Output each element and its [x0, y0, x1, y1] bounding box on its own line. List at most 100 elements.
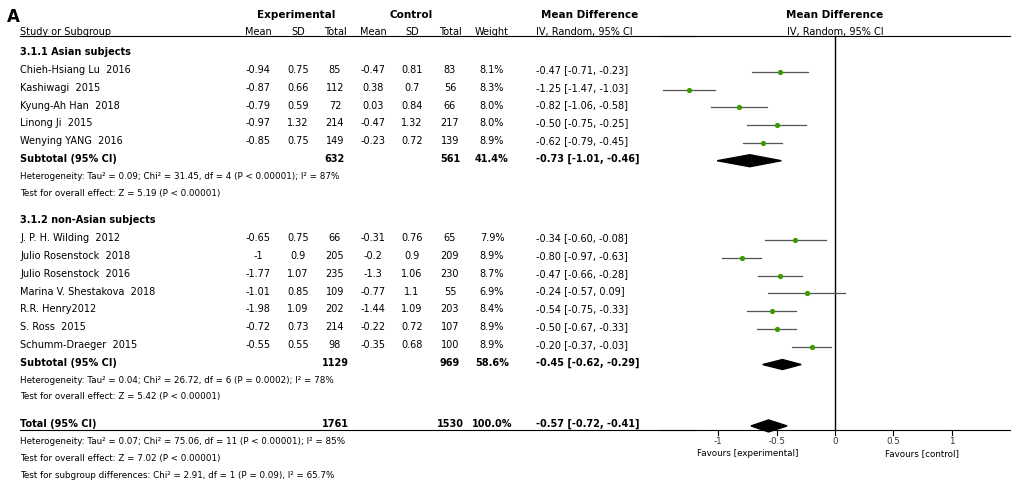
- Text: Mean: Mean: [360, 26, 386, 37]
- Text: -0.77: -0.77: [360, 286, 385, 296]
- Text: 8.9%: 8.9%: [479, 340, 503, 350]
- Text: 58.6%: 58.6%: [475, 358, 508, 368]
- Text: Kyung-Ah Han  2018: Kyung-Ah Han 2018: [20, 101, 119, 111]
- Text: 0.72: 0.72: [400, 136, 423, 146]
- Text: Chieh-Hsiang Lu  2016: Chieh-Hsiang Lu 2016: [20, 65, 130, 75]
- Text: 205: 205: [325, 251, 344, 261]
- Text: 8.1%: 8.1%: [479, 65, 503, 75]
- Text: 0.75: 0.75: [287, 233, 309, 243]
- Text: SD: SD: [290, 26, 305, 37]
- Text: 1530: 1530: [436, 419, 463, 429]
- Text: 0.59: 0.59: [287, 101, 309, 111]
- Text: 0.55: 0.55: [287, 340, 309, 350]
- Text: -1.3: -1.3: [363, 269, 382, 279]
- Text: 0.9: 0.9: [290, 251, 306, 261]
- Text: 7.9%: 7.9%: [479, 233, 503, 243]
- Text: 8.7%: 8.7%: [479, 269, 503, 279]
- Text: -1.25 [-1.47, -1.03]: -1.25 [-1.47, -1.03]: [535, 83, 628, 93]
- Text: -1.98: -1.98: [246, 304, 270, 314]
- Text: 41.4%: 41.4%: [475, 154, 508, 164]
- Text: 0.68: 0.68: [400, 340, 422, 350]
- Text: 1.09: 1.09: [287, 304, 309, 314]
- Text: -0.2: -0.2: [363, 251, 382, 261]
- Text: Test for subgroup differences: Chi² = 2.91, df = 1 (P = 0.09), I² = 65.7%: Test for subgroup differences: Chi² = 2.…: [20, 471, 334, 480]
- Text: -0.54 [-0.75, -0.33]: -0.54 [-0.75, -0.33]: [535, 304, 628, 314]
- Text: 109: 109: [325, 286, 343, 296]
- Text: 1.1: 1.1: [404, 286, 419, 296]
- Text: 8.4%: 8.4%: [479, 304, 503, 314]
- Text: -0.47: -0.47: [360, 65, 385, 75]
- Text: Heterogeneity: Tau² = 0.09; Chi² = 31.45, df = 4 (P < 0.00001); I² = 87%: Heterogeneity: Tau² = 0.09; Chi² = 31.45…: [20, 172, 339, 181]
- Text: Julio Rosenstock  2016: Julio Rosenstock 2016: [20, 269, 130, 279]
- Text: Schumm-Draeger  2015: Schumm-Draeger 2015: [20, 340, 138, 350]
- Text: 969: 969: [439, 358, 460, 368]
- Text: 214: 214: [325, 322, 344, 332]
- Text: -0.35: -0.35: [360, 340, 385, 350]
- Text: Marina V. Shestakova  2018: Marina V. Shestakova 2018: [20, 286, 155, 296]
- Text: -0.87: -0.87: [246, 83, 270, 93]
- Text: 56: 56: [443, 83, 455, 93]
- Text: 1129: 1129: [321, 358, 348, 368]
- Text: -0.22: -0.22: [360, 322, 385, 332]
- Text: Test for overall effect: Z = 5.19 (P < 0.00001): Test for overall effect: Z = 5.19 (P < 0…: [20, 189, 220, 198]
- Text: Total: Total: [438, 26, 461, 37]
- Text: 100: 100: [440, 340, 459, 350]
- Text: 1.06: 1.06: [400, 269, 422, 279]
- Text: 235: 235: [325, 269, 344, 279]
- Text: 66: 66: [443, 101, 455, 111]
- Text: -0.65: -0.65: [246, 233, 270, 243]
- Text: Mean: Mean: [245, 26, 271, 37]
- Text: 0: 0: [832, 437, 837, 446]
- Text: Favours [experimental]: Favours [experimental]: [696, 449, 798, 458]
- Text: -0.72: -0.72: [246, 322, 270, 332]
- Polygon shape: [716, 155, 781, 167]
- Text: -0.62 [-0.79, -0.45]: -0.62 [-0.79, -0.45]: [535, 136, 628, 146]
- Text: 8.9%: 8.9%: [479, 251, 503, 261]
- Text: 8.3%: 8.3%: [479, 83, 503, 93]
- Text: -1.44: -1.44: [360, 304, 385, 314]
- Text: -0.23: -0.23: [360, 136, 385, 146]
- Text: 8.9%: 8.9%: [479, 322, 503, 332]
- Text: 8.0%: 8.0%: [479, 101, 503, 111]
- Text: 8.9%: 8.9%: [479, 136, 503, 146]
- Text: Heterogeneity: Tau² = 0.04; Chi² = 26.72, df = 6 (P = 0.0002); I² = 78%: Heterogeneity: Tau² = 0.04; Chi² = 26.72…: [20, 376, 333, 385]
- Text: -0.47: -0.47: [360, 118, 385, 128]
- Text: 98: 98: [328, 340, 340, 350]
- Text: -0.34 [-0.60, -0.08]: -0.34 [-0.60, -0.08]: [535, 233, 627, 243]
- Text: 1.07: 1.07: [287, 269, 309, 279]
- Text: Mean Difference: Mean Difference: [540, 10, 638, 20]
- Text: 72: 72: [328, 101, 341, 111]
- Text: R.R. Henry2012: R.R. Henry2012: [20, 304, 96, 314]
- Text: -0.50 [-0.67, -0.33]: -0.50 [-0.67, -0.33]: [535, 322, 628, 332]
- Text: 0.75: 0.75: [287, 65, 309, 75]
- Text: 149: 149: [325, 136, 343, 146]
- Text: Linong Ji  2015: Linong Ji 2015: [20, 118, 93, 128]
- Text: -0.47 [-0.66, -0.28]: -0.47 [-0.66, -0.28]: [535, 269, 628, 279]
- Text: 3.1.2 non-Asian subjects: 3.1.2 non-Asian subjects: [20, 216, 155, 226]
- Text: 0.85: 0.85: [287, 286, 309, 296]
- Text: Weight: Weight: [475, 26, 508, 37]
- Text: 0.73: 0.73: [287, 322, 309, 332]
- Text: S. Ross  2015: S. Ross 2015: [20, 322, 86, 332]
- Text: Heterogeneity: Tau² = 0.07; Chi² = 75.06, df = 11 (P < 0.00001); I² = 85%: Heterogeneity: Tau² = 0.07; Chi² = 75.06…: [20, 437, 344, 446]
- Text: -0.45 [-0.62, -0.29]: -0.45 [-0.62, -0.29]: [535, 358, 639, 368]
- Text: 209: 209: [440, 251, 459, 261]
- Text: -0.24 [-0.57, 0.09]: -0.24 [-0.57, 0.09]: [535, 286, 624, 296]
- Text: 65: 65: [443, 233, 455, 243]
- Text: -1.77: -1.77: [246, 269, 270, 279]
- Text: Experimental: Experimental: [257, 10, 335, 20]
- Text: 55: 55: [443, 286, 455, 296]
- Text: 66: 66: [328, 233, 340, 243]
- Text: 0.7: 0.7: [404, 83, 419, 93]
- Text: -0.73 [-1.01, -0.46]: -0.73 [-1.01, -0.46]: [535, 154, 639, 164]
- Text: 139: 139: [440, 136, 459, 146]
- Text: Wenying YANG  2016: Wenying YANG 2016: [20, 136, 122, 146]
- Text: -0.50 [-0.75, -0.25]: -0.50 [-0.75, -0.25]: [535, 118, 628, 128]
- Text: 6.9%: 6.9%: [479, 286, 503, 296]
- Text: 0.38: 0.38: [362, 83, 383, 93]
- Text: Test for overall effect: Z = 7.02 (P < 0.00001): Test for overall effect: Z = 7.02 (P < 0…: [20, 454, 220, 463]
- Text: Total (95% CI): Total (95% CI): [20, 419, 97, 429]
- Text: 1.09: 1.09: [400, 304, 422, 314]
- Text: 100.0%: 100.0%: [471, 419, 512, 429]
- Text: J. P. H. Wilding  2012: J. P. H. Wilding 2012: [20, 233, 120, 243]
